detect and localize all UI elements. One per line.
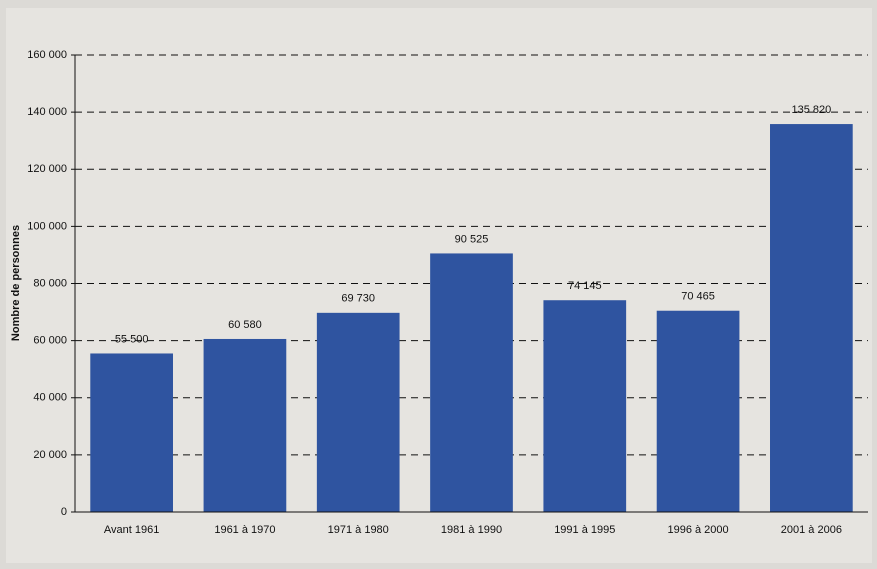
data-label: 135 820 [791, 104, 831, 116]
y-tick-label: 40 000 [33, 392, 67, 404]
x-tick-label: 1996 à 2000 [667, 524, 728, 536]
x-tick-label: 1961 à 1970 [214, 524, 275, 536]
data-label: 69 730 [341, 293, 375, 305]
bar [430, 253, 513, 512]
x-tick-label: 1991 à 1995 [554, 524, 615, 536]
data-label: 60 580 [228, 319, 262, 331]
y-tick-label: 160 000 [27, 49, 67, 61]
bar [316, 312, 400, 512]
data-label: 70 465 [681, 291, 715, 303]
x-tick-label: 1981 à 1990 [441, 524, 502, 536]
y-tick-label: 60 000 [33, 335, 67, 347]
y-axis-label: Nombre de personnes [10, 225, 22, 341]
bar [770, 124, 853, 513]
y-tick-label: 120 000 [27, 163, 67, 175]
x-tick-label: 2001 à 2006 [781, 524, 842, 536]
data-label: 90 525 [455, 233, 489, 245]
data-label: 55 500 [115, 333, 149, 345]
bar [203, 338, 287, 512]
x-tick-label: Avant 1961 [104, 524, 159, 536]
y-tick-label: 100 000 [27, 220, 67, 232]
bar [656, 310, 740, 512]
bar [90, 353, 173, 512]
y-tick-label: 0 [61, 506, 67, 518]
data-label: 74 145 [568, 280, 602, 292]
y-tick-label: 80 000 [33, 277, 67, 289]
y-tick-label: 140 000 [27, 106, 67, 118]
bar [543, 300, 627, 512]
x-tick-label: 1971 à 1980 [328, 524, 389, 536]
y-tick-label: 20 000 [33, 449, 67, 461]
